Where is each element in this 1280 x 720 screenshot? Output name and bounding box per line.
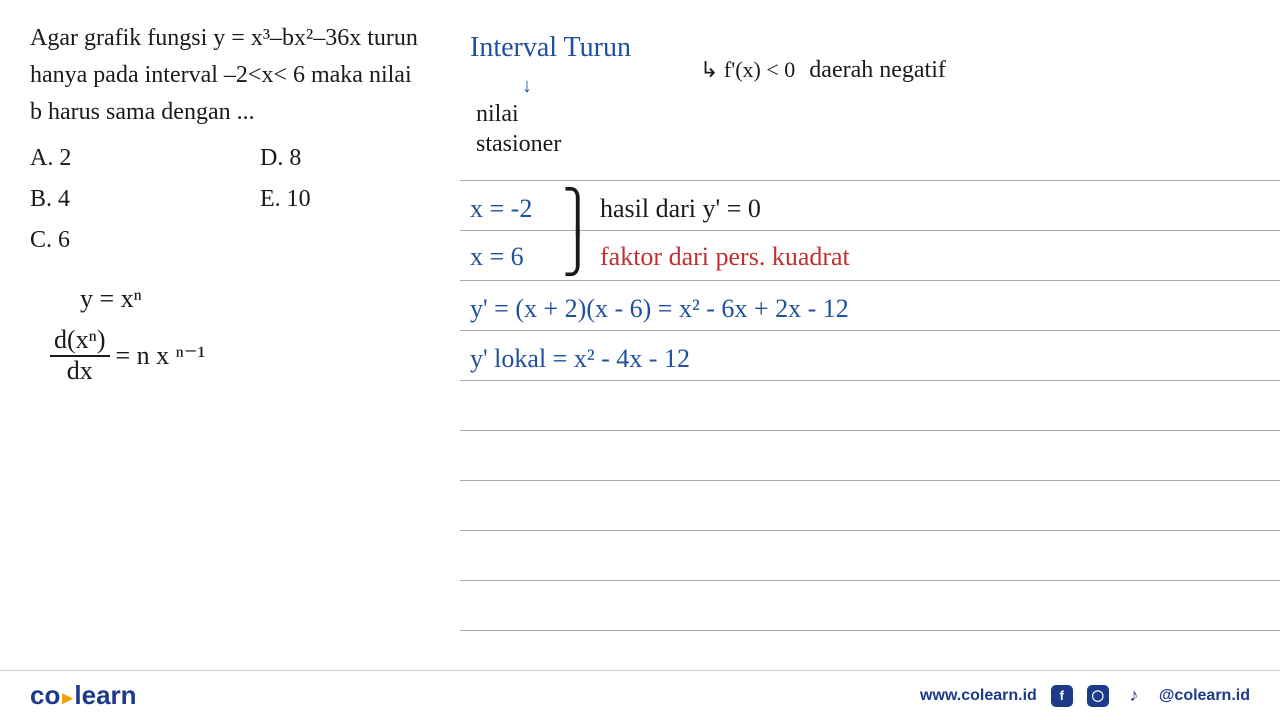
rule xyxy=(460,280,1280,281)
instagram-icon[interactable]: ◯ xyxy=(1087,685,1109,707)
right-panel: Interval Turun ↓ nilai stasioner ↳ f'(x)… xyxy=(460,0,1280,720)
bracket-bottom: ⎭ xyxy=(562,232,594,274)
rule xyxy=(460,630,1280,631)
rule xyxy=(460,330,1280,331)
rule xyxy=(460,180,1280,181)
tiktok-icon[interactable]: ♪ xyxy=(1123,685,1145,707)
option-e: E. 10 xyxy=(260,181,311,218)
page: Agar grafik fungsi y = x³–bx²–36x turun … xyxy=(0,0,1280,720)
footer-right: www.colearn.id f ◯ ♪ @colearn.id xyxy=(920,685,1250,707)
logo-co: co xyxy=(30,680,60,710)
rule xyxy=(460,480,1280,481)
options-col-1: A. 2 B. 4 C. 6 xyxy=(30,140,260,260)
left-panel: Agar grafik fungsi y = x³–bx²–36x turun … xyxy=(0,0,460,720)
rule xyxy=(460,580,1280,581)
annot-derivative-condition: ↳ f'(x) < 0 daerah negatif xyxy=(700,54,946,88)
brand-logo: co▸learn xyxy=(30,680,137,711)
rule xyxy=(460,380,1280,381)
derivative-numerator: d(xⁿ) xyxy=(50,326,110,357)
work-yprime: y' = (x + 2)(x - 6) = x² - 6x + 2x - 12 xyxy=(470,296,849,322)
facebook-icon[interactable]: f xyxy=(1051,685,1073,707)
arrow-right-icon: ↳ f'(x) < 0 xyxy=(700,55,795,86)
work-x-minus2: x = -2 xyxy=(470,196,532,222)
annot-daerah-negatif: daerah negatif xyxy=(809,54,946,88)
option-a: A. 2 xyxy=(30,140,260,177)
rule xyxy=(460,530,1280,531)
annot-stasioner: stasioner xyxy=(476,128,561,162)
top-annotations: Interval Turun ↓ nilai stasioner ↳ f'(x)… xyxy=(470,20,1250,165)
hw-line-1: y = xⁿ xyxy=(80,279,440,318)
handwritten-derivation: y = xⁿ d(xⁿ) dx = n x ⁿ⁻¹ xyxy=(30,279,440,385)
question-text: Agar grafik fungsi y = x³–bx²–36x turun … xyxy=(30,20,440,132)
question-line-2: hanya pada interval –2<x< 6 maka nilai xyxy=(30,57,440,94)
annot-interval-turun: Interval Turun xyxy=(470,28,631,67)
options-col-2: D. 8 E. 10 xyxy=(260,140,311,260)
question-line-1: Agar grafik fungsi y = x³–bx²–36x turun xyxy=(30,20,440,57)
option-d: D. 8 xyxy=(260,140,311,177)
option-c: C. 6 xyxy=(30,222,260,259)
logo-dot-icon: ▸ xyxy=(60,687,74,709)
logo-learn: learn xyxy=(74,680,136,710)
website-link[interactable]: www.colearn.id xyxy=(920,687,1037,705)
annot-nilai: nilai xyxy=(476,98,519,132)
option-b: B. 4 xyxy=(30,181,260,218)
derivative-rhs: = n x ⁿ⁻¹ xyxy=(116,336,206,375)
derivative-fraction: d(xⁿ) dx xyxy=(50,326,110,385)
derivative-denominator: dx xyxy=(63,357,97,386)
arrow-down-icon: ↓ xyxy=(522,75,532,98)
social-handle[interactable]: @colearn.id xyxy=(1159,687,1250,705)
ruled-workspace: x = -2 x = 6 ⎫ ⎭ hasil dari y' = 0 fakto… xyxy=(470,180,1250,660)
options: A. 2 B. 4 C. 6 D. 8 E. 10 xyxy=(30,140,440,260)
footer: co▸learn www.colearn.id f ◯ ♪ @colearn.i… xyxy=(0,670,1280,720)
work-x-6: x = 6 xyxy=(470,244,524,270)
work-faktor: faktor dari pers. kuadrat xyxy=(600,244,850,270)
bracket-top: ⎫ xyxy=(562,192,594,234)
work-yprime-lokal: y' lokal = x² - 4x - 12 xyxy=(470,346,690,372)
rule xyxy=(460,430,1280,431)
work-hasil: hasil dari y' = 0 xyxy=(600,196,761,222)
hw-line-2: d(xⁿ) dx = n x ⁿ⁻¹ xyxy=(50,326,440,385)
question-line-3: b harus sama dengan ... xyxy=(30,94,440,131)
